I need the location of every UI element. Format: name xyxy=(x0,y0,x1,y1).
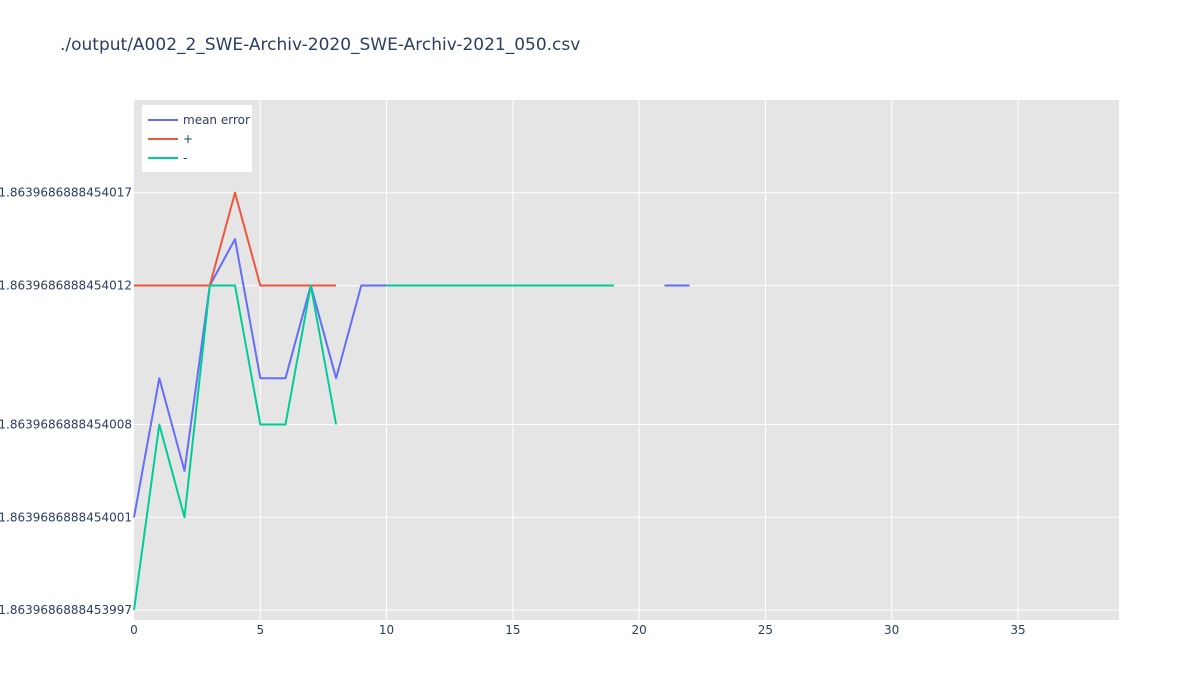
legend-label[interactable]: - xyxy=(183,151,187,165)
x-tick-label: 25 xyxy=(758,623,773,637)
y-tick-label: 1.8639686888454017 xyxy=(0,186,132,200)
x-tick-label: 20 xyxy=(631,623,646,637)
x-gridlines xyxy=(259,100,1019,620)
x-tick-label: 5 xyxy=(256,623,264,637)
series-line-minus[interactable] xyxy=(133,284,614,611)
y-tick-label: 1.8639686888454008 xyxy=(0,418,132,432)
x-axis-ticks: 0 5 10 15 20 25 30 35 xyxy=(130,623,1025,637)
series-layer xyxy=(133,191,690,611)
chart-title: ./output/A002_2_SWE-Archiv-2020_SWE-Arch… xyxy=(60,35,580,55)
x-tick-label: 30 xyxy=(884,623,899,637)
y-tick-label: 1.8639686888454012 xyxy=(0,278,132,292)
x-tick-label: 35 xyxy=(1010,623,1025,637)
y-tick-label: 1.8639686888453997 xyxy=(0,603,132,617)
series-line-plus[interactable] xyxy=(134,191,337,287)
legend-label[interactable]: mean error xyxy=(183,113,250,127)
plot-area xyxy=(134,100,1119,620)
y-tick-label: 1.8639686888454001 xyxy=(0,510,132,524)
legend[interactable]: mean error + - xyxy=(142,105,252,172)
x-tick-label: 10 xyxy=(379,623,394,637)
legend-label[interactable]: + xyxy=(183,132,193,146)
x-tick-label: 0 xyxy=(130,623,138,637)
y-axis-ticks: 1.8639686888453997 1.8639686888454001 1.86… xyxy=(0,186,132,617)
x-tick-label: 15 xyxy=(505,623,520,637)
